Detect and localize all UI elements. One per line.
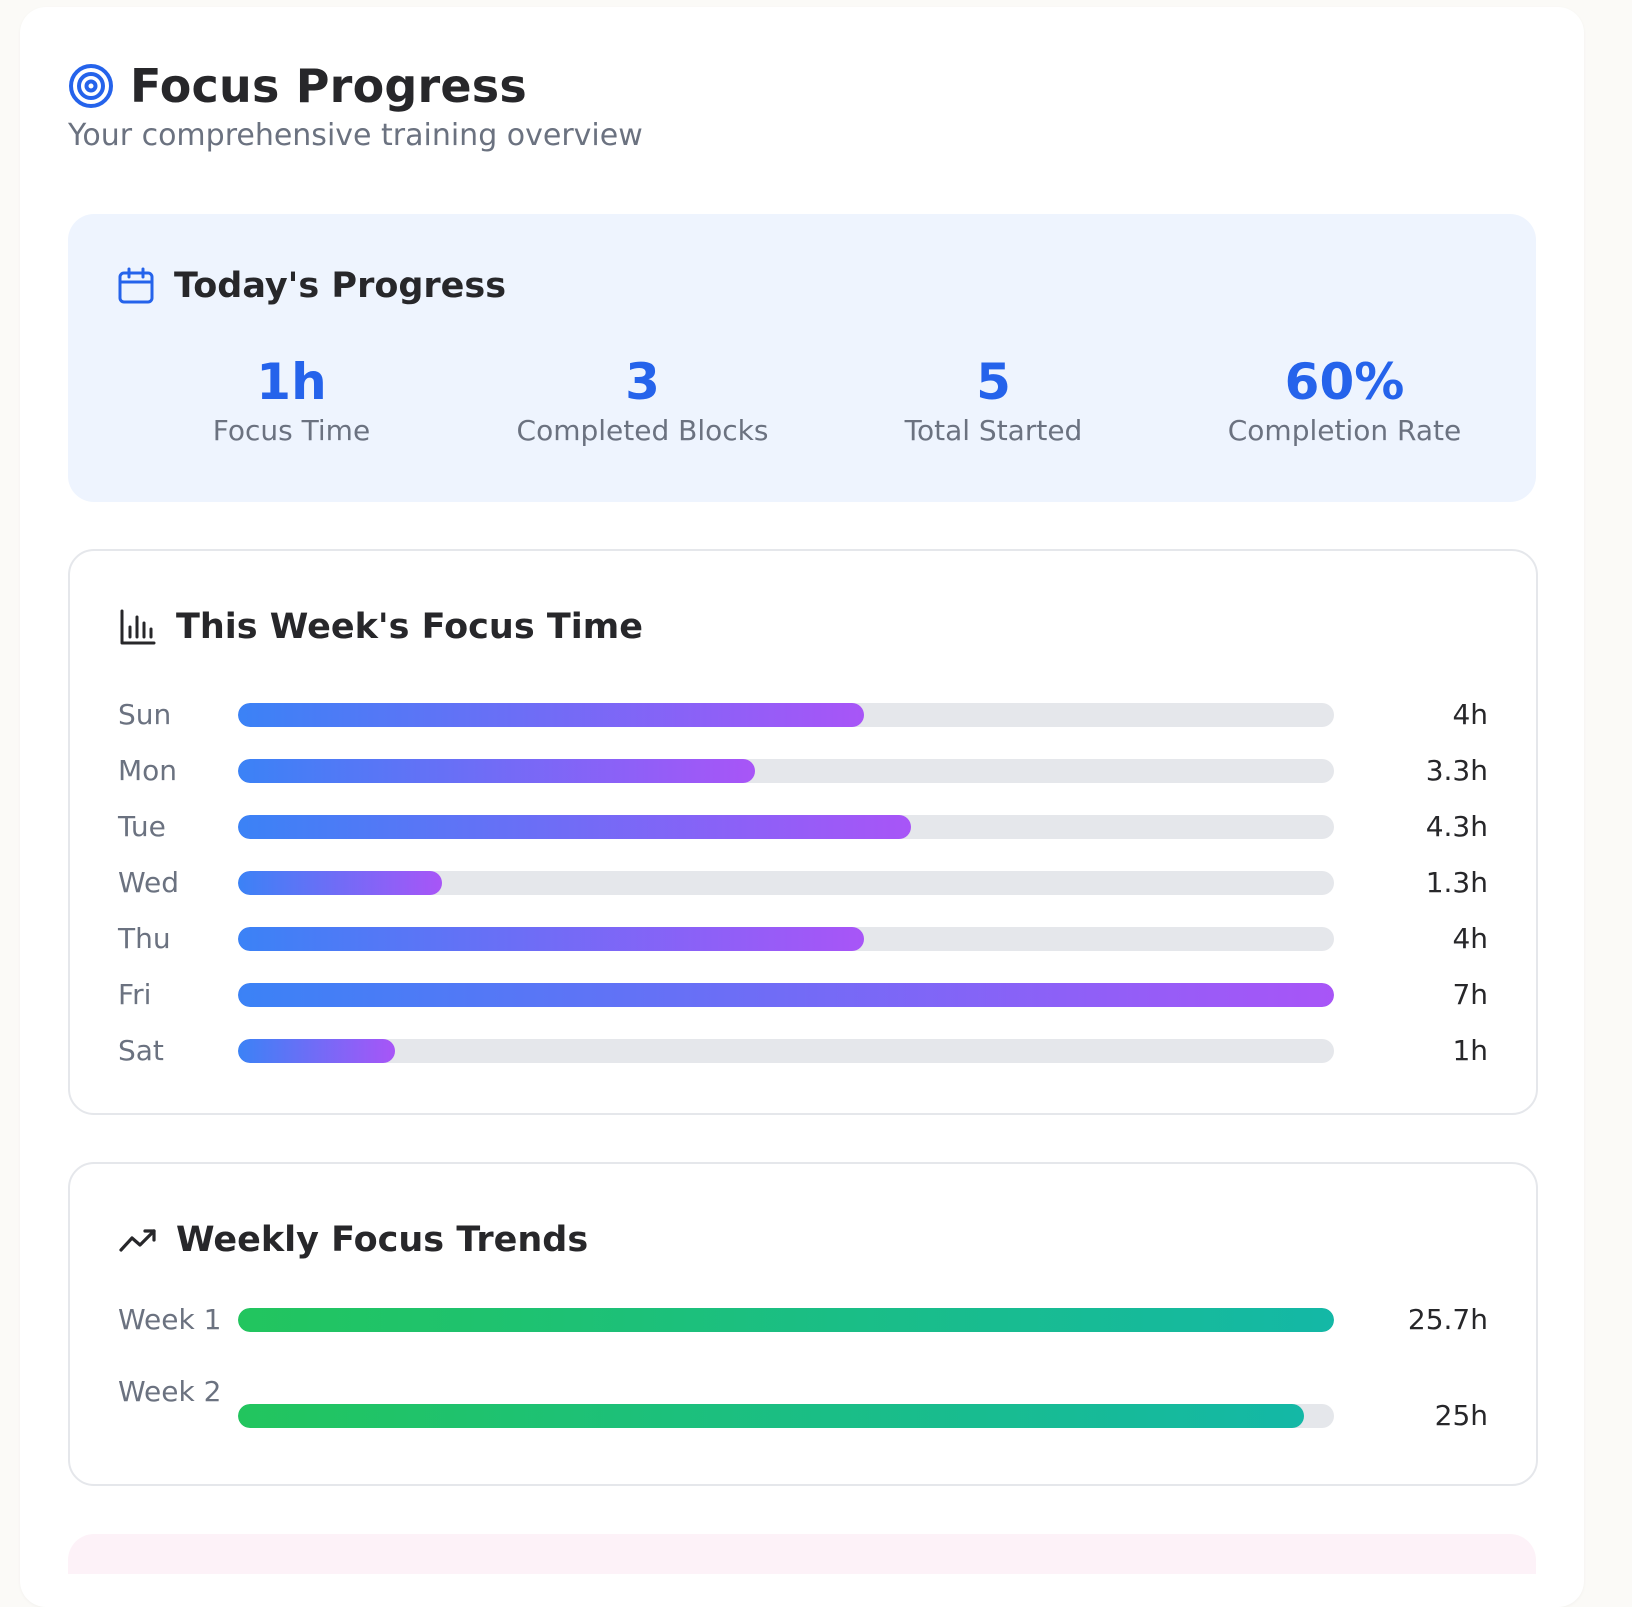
stat-value: 3 [625, 353, 660, 411]
bar-fill [238, 1039, 395, 1063]
stat-total-started: 5 Total Started [818, 352, 1169, 447]
bar-track [238, 1039, 1334, 1063]
bar-fill [238, 703, 865, 727]
day-row-thu: Thu 4h [118, 911, 1488, 967]
trending-up-icon [118, 1220, 158, 1260]
bar-track [238, 1404, 1334, 1428]
bar-track [238, 927, 1334, 951]
day-label: Mon [118, 754, 178, 787]
day-value: 1h [1452, 1034, 1488, 1067]
next-card-edge [68, 1534, 1536, 1574]
day-label: Fri [118, 978, 152, 1011]
day-row-tue: Tue 4.3h [118, 799, 1488, 855]
stat-label: Total Started [904, 414, 1083, 447]
bar-fill [238, 927, 865, 951]
day-label: Wed [118, 866, 180, 899]
card-title: Weekly Focus Trends [176, 1220, 589, 1260]
day-row-fri: Fri 7h [118, 967, 1488, 1023]
stat-label: Completion Rate [1227, 414, 1462, 447]
weekly-focus-time-heading: This Week's Focus Time [118, 607, 643, 647]
stat-value: 60% [1284, 353, 1405, 411]
bar-fill [238, 1404, 1305, 1428]
stat-label: Completed Blocks [516, 414, 769, 447]
stat-value: 1h [256, 353, 327, 411]
stat-focus-time: 1h Focus Time [116, 352, 467, 447]
weekly-focus-trends-card: Weekly Focus Trends Week 1 25.7h Week 2 … [68, 1162, 1538, 1486]
day-label: Sun [118, 698, 172, 731]
bar-track [238, 983, 1334, 1007]
page-title: Focus Progress [130, 59, 527, 113]
week-label: Week 2 [118, 1375, 222, 1408]
week-value: 25.7h [1407, 1303, 1488, 1336]
bar-track [238, 703, 1334, 727]
day-value: 3.3h [1425, 754, 1488, 787]
day-value: 4h [1452, 922, 1488, 955]
page-header: Focus Progress Your comprehensive traini… [68, 56, 643, 153]
trend-bars: Week 1 25.7h Week 2 25h [118, 1300, 1488, 1452]
todays-progress-heading: Today's Progress [116, 266, 506, 306]
week-row-2: Week 2 25h [118, 1375, 1488, 1452]
day-row-sun: Sun 4h [118, 687, 1488, 743]
weekly-bars: Sun 4h Mon 3.3h Tue 4.3h Wed 1.3h Thu 4h… [118, 687, 1488, 1079]
stat-completion-rate: 60% Completion Rate [1169, 352, 1520, 447]
weekly-focus-time-card: This Week's Focus Time Sun 4h Mon 3.3h T… [68, 549, 1538, 1115]
bar-track [238, 759, 1334, 783]
day-row-wed: Wed 1.3h [118, 855, 1488, 911]
day-label: Thu [118, 922, 171, 955]
day-value: 4h [1452, 698, 1488, 731]
todays-progress-card: Today's Progress 1h Focus Time 3 Complet… [68, 214, 1536, 502]
target-icon [68, 63, 114, 109]
card-title: This Week's Focus Time [176, 607, 643, 647]
bar-track [238, 871, 1334, 895]
day-label: Sat [118, 1034, 164, 1067]
bar-fill [238, 815, 912, 839]
bar-chart-icon [118, 607, 158, 647]
day-row-mon: Mon 3.3h [118, 743, 1488, 799]
bar-fill [238, 983, 1334, 1007]
bar-track [238, 1308, 1334, 1332]
day-value: 1.3h [1425, 866, 1488, 899]
week-row-1: Week 1 25.7h [118, 1300, 1488, 1376]
weekly-focus-trends-heading: Weekly Focus Trends [118, 1220, 588, 1260]
card-title: Today's Progress [174, 266, 507, 306]
week-value: 25h [1434, 1399, 1488, 1432]
page-subtitle: Your comprehensive training overview [68, 118, 643, 153]
day-value: 7h [1452, 978, 1488, 1011]
bar-fill [238, 871, 442, 895]
stat-label: Focus Time [212, 414, 371, 447]
day-row-sat: Sat 1h [118, 1023, 1488, 1079]
day-label: Tue [118, 810, 166, 843]
bar-fill [238, 1308, 1334, 1332]
bar-track [238, 815, 1334, 839]
stat-completed-blocks: 3 Completed Blocks [467, 352, 818, 447]
stat-value: 5 [976, 353, 1011, 411]
bar-fill [238, 759, 755, 783]
calendar-icon [116, 266, 156, 306]
title-row: Focus Progress [68, 56, 643, 116]
today-stats: 1h Focus Time 3 Completed Blocks 5 Total… [116, 352, 1520, 447]
week-label: Week 1 [118, 1303, 222, 1336]
day-value: 4.3h [1425, 810, 1488, 843]
